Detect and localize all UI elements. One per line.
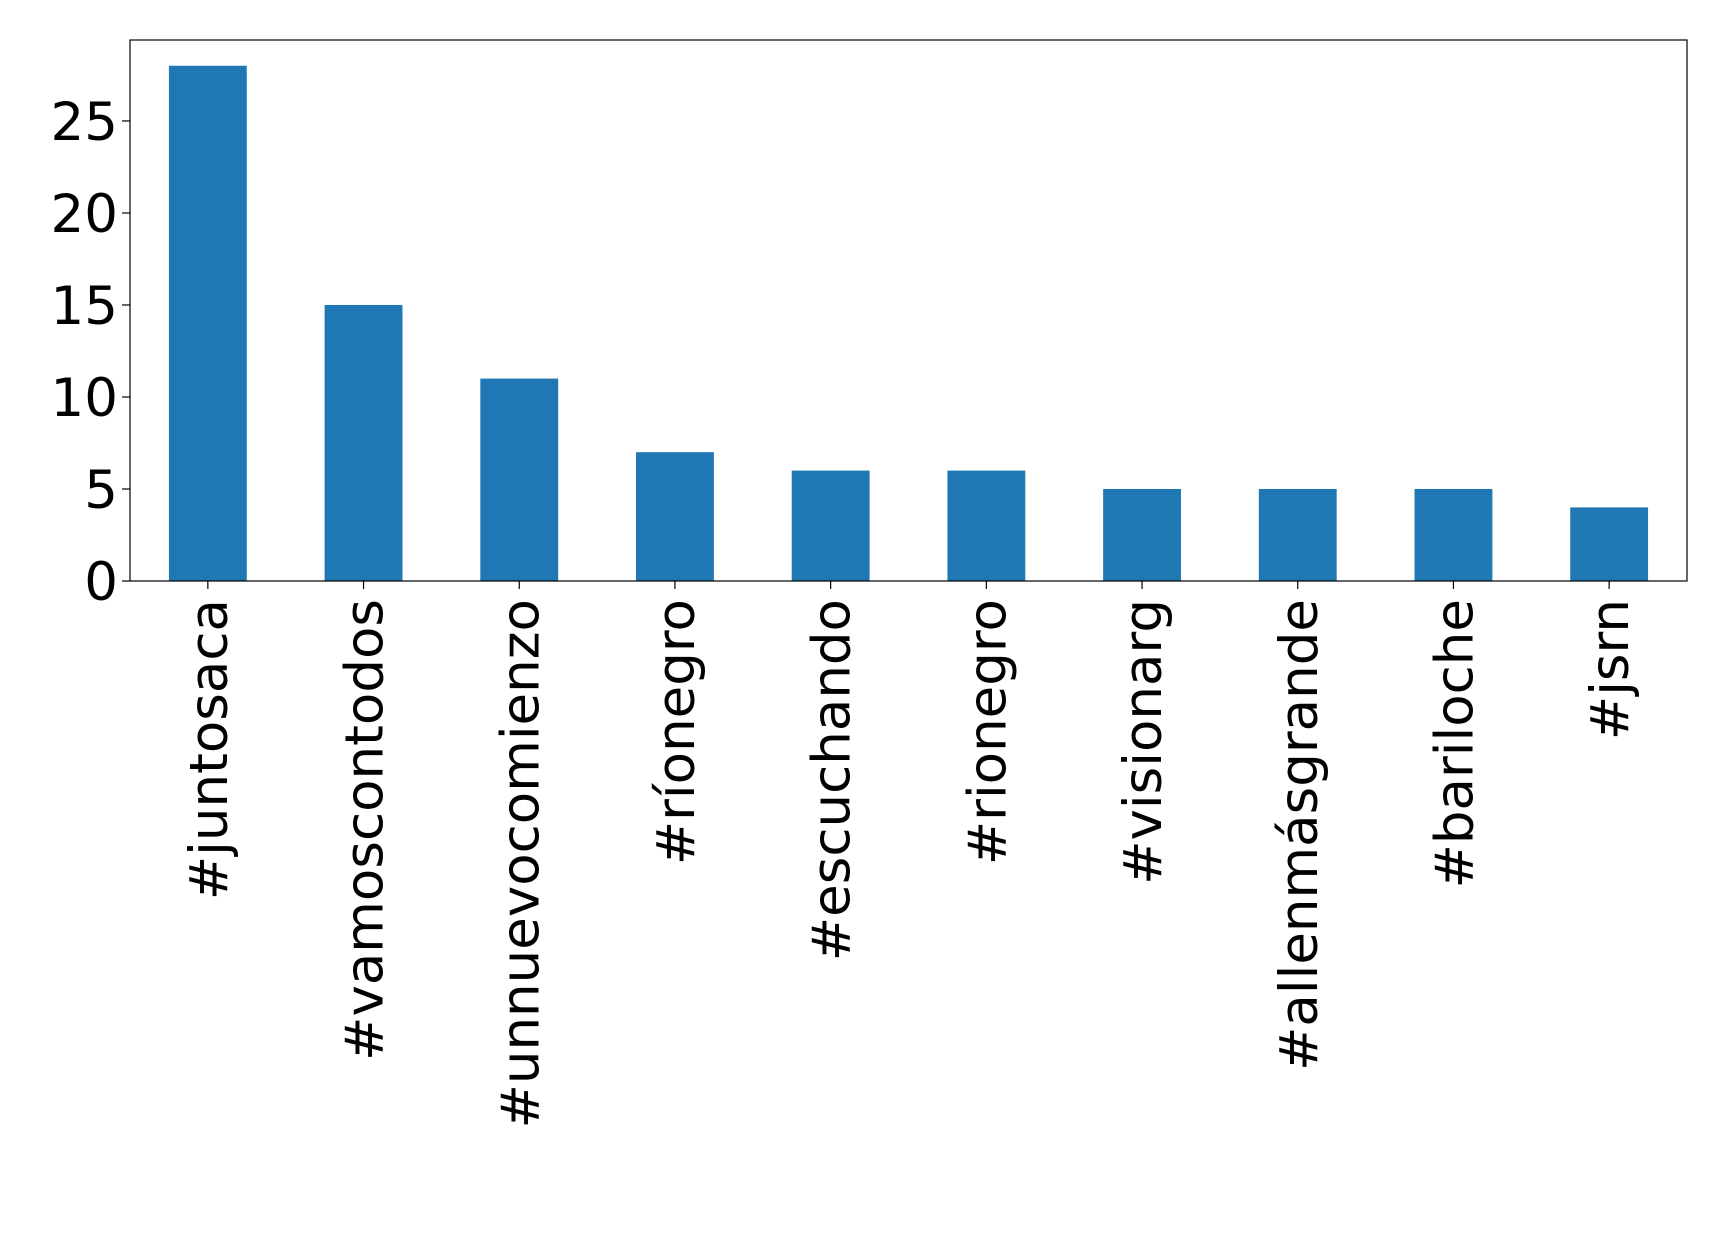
bar [791, 470, 870, 581]
bar [1414, 488, 1493, 581]
bar [636, 452, 714, 581]
x-tick-label: #jsrn [1580, 599, 1641, 740]
x-tick-label: #vamoscontodos [335, 599, 396, 1061]
bar [1103, 488, 1181, 581]
y-tick-label: 20 [51, 184, 118, 245]
plot-frame [129, 39, 1688, 582]
y-tick-label: 0 [84, 552, 118, 613]
bar [1258, 488, 1337, 581]
x-tick-label: #visionarg [1113, 599, 1174, 885]
x-tick-label: #escuchando [802, 599, 863, 961]
y-tick-label: 15 [51, 276, 118, 337]
x-tick-label: #juntosaca [179, 599, 240, 900]
y-tick-label: 5 [84, 460, 118, 521]
x-tick-label: #bariloche [1424, 599, 1485, 889]
bar [947, 470, 1026, 581]
x-tick-label: #rionegro [957, 599, 1018, 865]
y-tick-label: 10 [51, 368, 118, 429]
bar [480, 378, 559, 581]
bar [1570, 507, 1649, 581]
bar [324, 304, 403, 581]
bar [168, 65, 247, 581]
x-tick-label: #allenmásgrande [1269, 599, 1330, 1071]
x-tick-label: #ríonegro [646, 599, 707, 865]
x-tick-label: #unnuevocomienzo [490, 599, 551, 1129]
y-tick-label: 25 [51, 92, 118, 153]
